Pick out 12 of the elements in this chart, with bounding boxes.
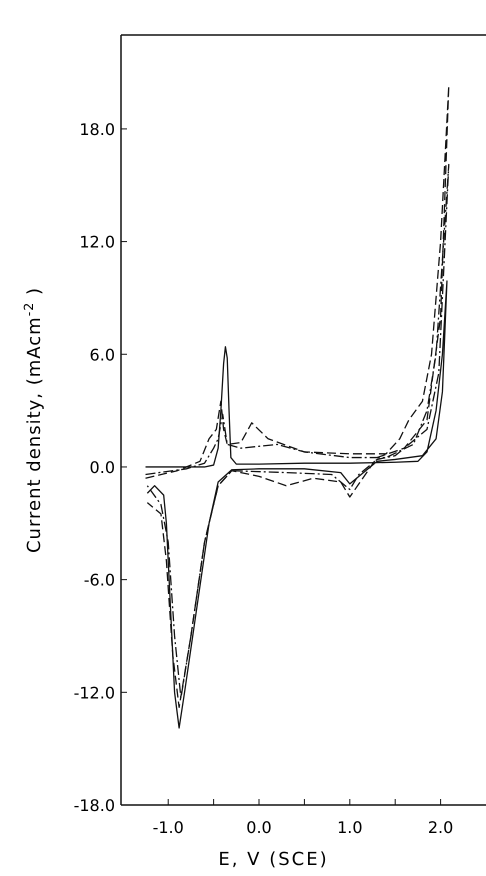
y-tick-label: 18.0 [79, 120, 115, 139]
x-tick-label: -1.0 [152, 818, 184, 837]
y-tick-label: 12.0 [79, 232, 115, 252]
y-tick-label: 0.0 [90, 458, 115, 477]
y-tick-label: -12.0 [74, 683, 115, 702]
x-tick-label: 0.0 [246, 818, 272, 837]
y-tick-label: -18.0 [74, 796, 115, 815]
x-tick-label: 2.0 [428, 818, 454, 837]
y-tick-label: 6.0 [90, 345, 115, 364]
x-tick-label: 1.0 [337, 818, 363, 837]
x-axis-title: E, V (SCE) [218, 849, 329, 870]
y-tick-label: -6.0 [84, 570, 115, 590]
